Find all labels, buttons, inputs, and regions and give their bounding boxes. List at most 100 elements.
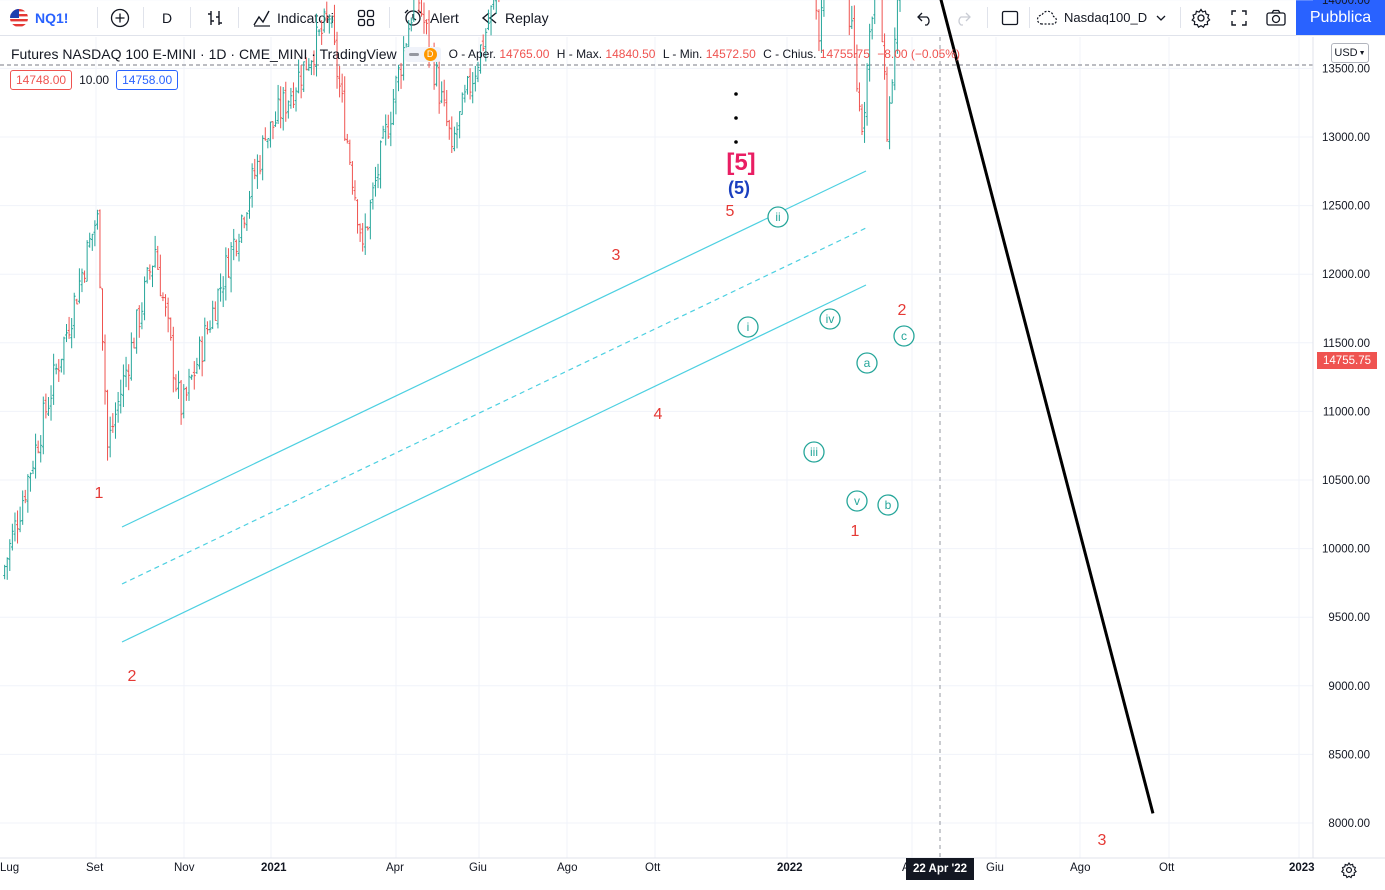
open-label: O - Aper.: [448, 47, 496, 61]
price-axis: 19000.0018500.0018000.0017500.0017000.00…: [0, 0, 1385, 859]
time-axis-tick-label: Ott: [645, 862, 661, 874]
layout-select-button[interactable]: [1000, 0, 1020, 35]
templates-button[interactable]: [356, 0, 376, 35]
sell-price[interactable]: 14748.00: [10, 70, 73, 90]
fullscreen-icon: [1231, 9, 1247, 26]
last-price-label: 14755.75: [1317, 352, 1377, 369]
wave-label-minor: b: [885, 498, 892, 512]
time-axis-tick-label: 2021: [261, 862, 287, 874]
symbol-search-button[interactable]: NQ1!: [9, 0, 68, 35]
time-axis-tick-label: Giu: [469, 862, 487, 874]
undo-button[interactable]: [915, 0, 935, 35]
change-value: −8.00 (−0.05%): [877, 47, 960, 61]
low-value: 14572.50: [705, 47, 756, 61]
trend-channel: [121, 170, 867, 643]
interval-button[interactable]: D: [162, 0, 172, 35]
publish-button[interactable]: Pubblica: [1296, 0, 1385, 35]
toolbar-divider: [97, 7, 98, 28]
buy-price[interactable]: 14758.00: [116, 70, 179, 90]
close-value: 14755.75: [819, 47, 870, 61]
layout-name-label: Nasdaq100_D: [1064, 10, 1148, 25]
save-layout-button[interactable]: Nasdaq100_D: [1036, 0, 1167, 35]
price-axis-tick-label: 9000.00: [1328, 681, 1370, 693]
wave-circle-minor: [893, 325, 915, 347]
axis-settings-button[interactable]: [1340, 861, 1358, 884]
series-legend: Futures NASDAQ 100 E-MINI · 1D · CME_MIN…: [11, 44, 960, 64]
plus-circle-icon: [110, 8, 130, 27]
time-axis-tick-label: Ago: [1070, 862, 1091, 874]
wave-label-red: 2: [898, 302, 907, 319]
delayed-badge: D: [423, 47, 437, 61]
wave-circle-minor: [819, 308, 841, 330]
price-axis-tick-label: 9500.00: [1328, 612, 1370, 624]
toolbar-divider: [987, 7, 988, 28]
currency-label: USD: [1334, 47, 1358, 59]
price-bars: [3, 0, 901, 580]
toolbar-divider: [389, 7, 390, 28]
time-axis-tick-label: Set: [86, 862, 104, 874]
ohlc-values: O - Aper. 14765.00 H - Max. 14840.50 L -…: [449, 47, 960, 61]
us-flag-icon: [10, 8, 28, 27]
price-axis-tick-label: 12500.00: [1322, 201, 1370, 213]
channel-median-line: [121, 227, 867, 585]
price-axis-background: [1313, 37, 1385, 858]
time-axis-tick-label: Apr: [386, 862, 404, 874]
wave-label-intermediate: (5): [728, 178, 750, 198]
top-toolbar: NQ1! D Indicatori Alert Replay Nasdaq100…: [0, 0, 1385, 36]
redo-button[interactable]: [953, 0, 973, 35]
price-axis-tick-label: 11500.00: [1323, 338, 1370, 350]
crosshair-date-label: 22 Apr '22: [906, 858, 974, 880]
wave-label-minor: a: [864, 356, 871, 370]
projection-line-path: [939, 0, 1155, 814]
wave-dot: [734, 116, 738, 120]
close-label: C - Chius.: [763, 47, 817, 61]
toolbar-divider: [238, 7, 239, 28]
currency-selector[interactable]: USD ▼: [1331, 43, 1369, 63]
replay-rewind-icon: [481, 11, 497, 24]
wave-label-red: 1: [851, 523, 860, 540]
wave-label-red: 4: [654, 406, 663, 423]
visibility-toggle[interactable]: D: [404, 46, 441, 62]
price-axis-tick-label: 8000.00: [1328, 818, 1370, 830]
wave-label-minor: iv: [826, 312, 835, 326]
wave-label-minor: v: [854, 494, 860, 508]
wave-label-red: 5: [726, 203, 735, 220]
wave-label-primary: [5]: [726, 149, 755, 176]
wave-circle-minor: [877, 494, 899, 516]
time-axis-tick-label: Lug: [0, 862, 20, 874]
settings-button[interactable]: [1190, 0, 1212, 35]
price-axis-tick-label: 12000.00: [1322, 269, 1370, 281]
cloud-icon: [1036, 10, 1057, 25]
chart-type-button[interactable]: [205, 0, 225, 35]
wave-label-red: 1: [95, 485, 104, 502]
open-value: 14765.00: [499, 47, 550, 61]
wave-circle-minor: [846, 490, 868, 512]
time-axis-tick-label: 2022: [777, 862, 803, 874]
wave-dot: [734, 92, 738, 96]
compare-symbol-button[interactable]: [110, 0, 130, 35]
replay-button[interactable]: Replay: [481, 0, 549, 35]
toolbar-divider: [1029, 7, 1030, 28]
indicators-icon: [253, 10, 270, 27]
time-axis-tick-label: 2023: [1289, 862, 1315, 874]
toolbar-divider: [190, 7, 191, 28]
indicators-label: Indicatori: [277, 9, 334, 26]
price-axis-tick-label: 10000.00: [1322, 544, 1370, 556]
undo-icon: [917, 12, 930, 26]
wave-label-red: 2: [128, 668, 137, 685]
gear-icon: [1340, 862, 1357, 879]
price-axis-tick-label: 11000.00: [1323, 406, 1370, 418]
price-axis-tick-label: 13500.00: [1322, 63, 1370, 75]
price-axis-tick-label: 10500.00: [1322, 475, 1370, 487]
fullscreen-button[interactable]: [1229, 0, 1249, 35]
indicators-button[interactable]: Indicatori: [252, 0, 334, 35]
wave-circle-minor: [856, 352, 878, 374]
snapshot-button[interactable]: [1265, 0, 1287, 35]
wave-circle-minor: [803, 441, 825, 463]
gear-icon: [1191, 7, 1211, 28]
low-label: L - Min.: [662, 47, 703, 61]
series-title: Futures NASDAQ 100 E-MINI · 1D · CME_MIN…: [11, 46, 397, 62]
camera-icon: [1266, 9, 1286, 26]
